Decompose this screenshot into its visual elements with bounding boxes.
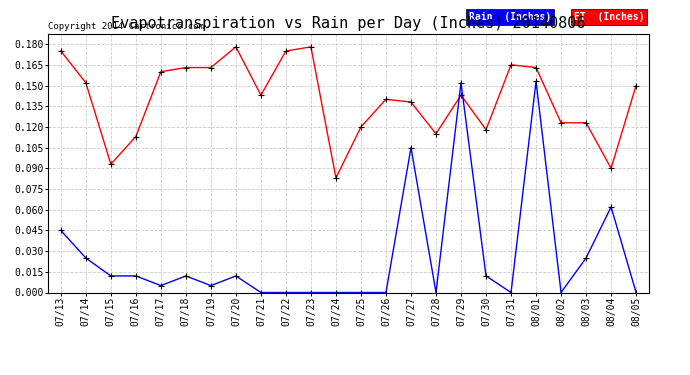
- Text: ET  (Inches): ET (Inches): [573, 12, 644, 22]
- Title: Evapotranspiration vs Rain per Day (Inches) 20140806: Evapotranspiration vs Rain per Day (Inch…: [111, 16, 586, 31]
- Text: Copyright 2014 Cartronics.com: Copyright 2014 Cartronics.com: [48, 22, 204, 31]
- Text: Rain  (Inches): Rain (Inches): [469, 12, 551, 22]
